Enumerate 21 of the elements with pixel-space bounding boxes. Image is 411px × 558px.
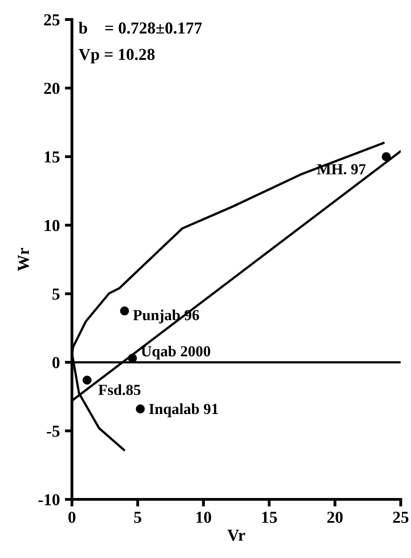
annotation: b = 0.728±0.177	[78, 22, 202, 34]
x-tick-label: 20	[327, 512, 343, 523]
y-tick-label: 10	[44, 220, 60, 232]
y-tick-label: 5	[52, 288, 60, 300]
x-axis-title: Vr	[227, 530, 246, 541]
y-tick-label: -10	[38, 494, 60, 506]
annotation: Vp = 10.28	[78, 48, 155, 64]
x-tick-label: 10	[196, 512, 212, 523]
y-tick-label: 20	[44, 82, 60, 94]
x-tick-label: 0	[68, 512, 76, 523]
x-tick-label: 15	[262, 512, 277, 523]
annotation: Inqalab 91	[149, 403, 218, 418]
annotation: Fsd.85	[98, 384, 140, 396]
y-tick-label: -5	[46, 426, 60, 437]
y-tick-label: 25	[44, 14, 60, 26]
y-tick-label: 15	[44, 151, 60, 163]
y-tick-label: 0	[52, 357, 60, 368]
x-tick-label: 25	[393, 512, 408, 523]
annotation: Uqab 2000	[141, 346, 210, 360]
x-tick-label: 5	[134, 512, 142, 523]
y-axis-title: Wr	[18, 248, 30, 272]
